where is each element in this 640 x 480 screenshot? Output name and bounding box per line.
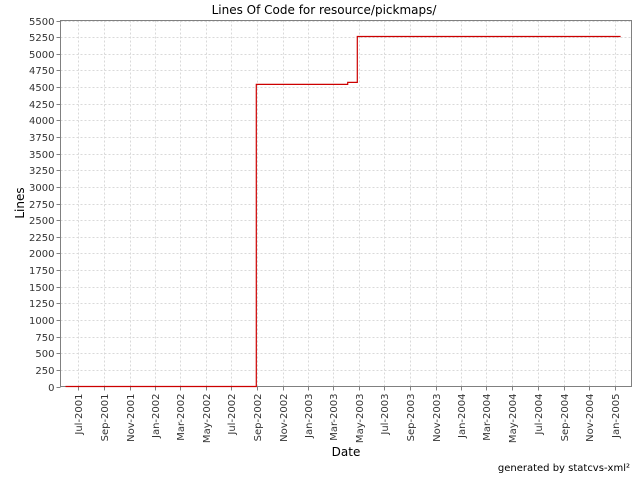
x-tick-label: Jan-2005 <box>611 394 622 439</box>
y-tick-label: 4750 <box>29 66 54 77</box>
series-line <box>65 35 621 388</box>
y-tick-label: 3250 <box>29 166 54 177</box>
y-tick-label: 500 <box>35 349 54 360</box>
y-tick-label: 2250 <box>29 233 54 244</box>
y-axis: 0 250 500 750 1000 1250 1500 1750 2000 2250 2500 27… <box>29 17 61 394</box>
y-tick-label: 2000 <box>29 249 54 260</box>
grid <box>60 20 632 387</box>
y-tick-label: 1000 <box>29 316 54 327</box>
x-tick-label: Nov-2003 <box>432 394 443 442</box>
x-tick-label: Jan-2003 <box>304 394 315 439</box>
x-tick-label: Nov-2002 <box>279 394 290 442</box>
x-tick-label: Sep-2001 <box>100 394 111 442</box>
x-tick-label: May-2003 <box>355 394 366 444</box>
y-tick-label: 0 <box>48 383 54 394</box>
x-axis-title: Date <box>332 445 361 459</box>
x-tick-label: Jul-2002 <box>227 394 238 436</box>
x-tick-label: Jul-2004 <box>534 394 545 436</box>
x-tick-label: Nov-2004 <box>585 394 596 442</box>
x-tick-label: Sep-2003 <box>406 394 417 442</box>
series-group <box>65 35 621 388</box>
y-tick-label: 5000 <box>29 50 54 61</box>
y-tick-label: 3000 <box>29 183 54 194</box>
y-tick-label: 750 <box>35 333 54 344</box>
x-tick-label: Jul-2003 <box>380 394 391 436</box>
x-tick-label: May-2002 <box>202 394 213 444</box>
x-tick-label: Sep-2002 <box>253 394 264 442</box>
y-axis-title: Lines <box>13 187 27 218</box>
x-tick-label: Jan-2002 <box>151 394 162 439</box>
x-axis: Jul-2001 Sep-2001 Nov-2001 Jan-2002 Mar-2002… <box>74 386 622 444</box>
y-tick-label: 3750 <box>29 133 54 144</box>
x-tick-label: Mar-2002 <box>176 394 187 441</box>
y-tick-label: 3500 <box>29 150 54 161</box>
y-tick-label: 5500 <box>29 17 54 28</box>
y-tick-label: 250 <box>35 366 54 377</box>
y-tick-label: 4500 <box>29 83 54 94</box>
x-tick-label: Mar-2004 <box>482 394 493 441</box>
y-tick-label: 1500 <box>29 283 54 294</box>
generator-credit: generated by statcvs-xml² <box>497 463 630 474</box>
x-tick-label: Mar-2003 <box>329 394 340 441</box>
x-tick-label: Sep-2004 <box>560 394 571 442</box>
x-tick-label: Jul-2001 <box>74 394 85 436</box>
x-tick-label: Jan-2004 <box>457 394 468 439</box>
y-tick-label: 4000 <box>29 116 54 127</box>
y-tick-label: 2500 <box>29 216 54 227</box>
y-tick-label: 2750 <box>29 200 54 211</box>
plot-area <box>60 20 632 387</box>
y-tick-label: 1750 <box>29 266 54 277</box>
y-tick-label: 1250 <box>29 299 54 310</box>
y-tick-label: 5250 <box>29 33 54 44</box>
chart-title: Lines Of Code for resource/pickmaps/ <box>212 3 438 17</box>
x-tick-label: May-2004 <box>508 394 519 444</box>
x-tick-label: Nov-2001 <box>126 394 137 442</box>
y-tick-label: 4250 <box>29 100 54 111</box>
